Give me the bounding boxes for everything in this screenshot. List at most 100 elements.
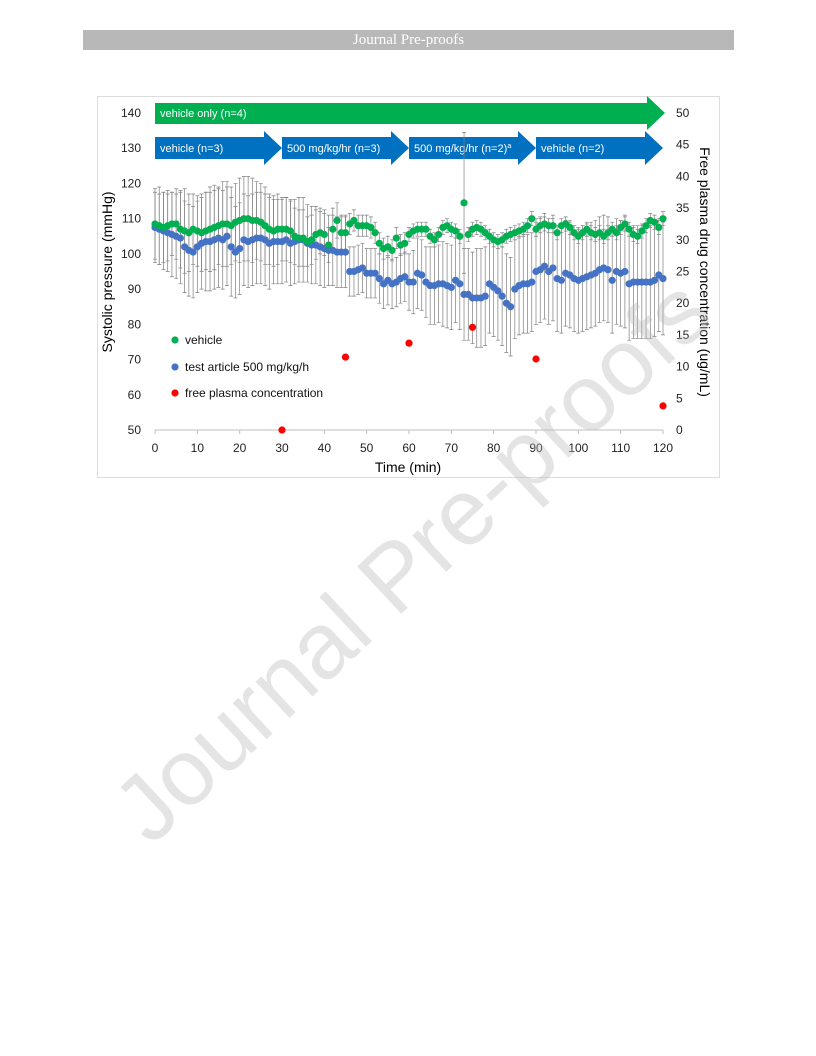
y-tick-label-left: 70 (128, 353, 142, 367)
y-tick-label-left: 140 (121, 106, 141, 120)
free-plasma-concentration-point (532, 355, 540, 363)
vehicle-point (430, 236, 438, 244)
figure-frame: 0 10 20 30 40 50 60 70 80 90 100 110 120 50 60 70 80 90 10… (97, 96, 720, 478)
test-article-500-mg-kg-h-point (528, 278, 536, 286)
vehicle-point (642, 222, 650, 230)
vehicle-point (655, 223, 663, 232)
phase-arrow-bottom (409, 131, 536, 165)
test-article-500-mg-kg-h-point (494, 287, 502, 295)
test-article-500-mg-kg-h-point (447, 283, 455, 291)
y-tick-label-left: 100 (121, 247, 141, 261)
test-article-500-mg-kg-h-point (358, 264, 367, 272)
phase-arrow-label-text: 500 mg/kg/hr (n=2) (414, 143, 507, 155)
x-tick-label: 80 (487, 441, 501, 455)
test-article-500-mg-kg-h-point (549, 264, 557, 272)
free-plasma-concentration-point (468, 323, 477, 331)
y-tick-label-right: 0 (676, 423, 683, 437)
phase-arrow-label: vehicle (n=2) (541, 143, 604, 155)
phase-arrow-label-text: 500 mg/kg/hr (n=3) (287, 143, 380, 155)
vehicle-point (341, 229, 350, 237)
vehicle-point (333, 216, 341, 225)
free-plasma-concentration-point (405, 339, 413, 347)
y-tick-label-left: 120 (121, 176, 141, 190)
vehicle-point (456, 232, 464, 240)
phase-arrow-bottom (536, 131, 663, 165)
free-plasma-concentration-point (659, 402, 667, 410)
vehicle-point (523, 222, 532, 230)
x-tick-label: 30 (275, 441, 289, 455)
test-article-500-mg-kg-h-point (176, 234, 184, 242)
test-article-500-mg-kg-h-point (375, 274, 383, 283)
vehicle-point (451, 227, 460, 235)
vehicle-point (329, 225, 337, 233)
vehicle-point (388, 246, 396, 254)
test-article-500-mg-kg-h-point (418, 271, 426, 279)
vehicle-point (320, 230, 328, 239)
vehicle-point (549, 222, 557, 230)
y-axis-title-right: Free plasma drug concentration (ug/mL) (697, 147, 713, 397)
vehicle-point (528, 215, 536, 223)
vehicle-point (612, 229, 621, 237)
y-tick-label-right: 35 (676, 201, 690, 215)
vehicle-point (308, 236, 316, 244)
legend: vehicle test article 500 mg/kg/h free pl… (171, 333, 323, 400)
test-article-500-mg-kg-h-point (227, 243, 235, 251)
vehicle-point (172, 220, 180, 228)
test-article-500-mg-kg-h-point (401, 273, 409, 281)
y-tick-label-right: 20 (676, 296, 690, 310)
phase-arrow-bottom (282, 131, 409, 165)
test-article-500-mg-kg-h-point (341, 248, 350, 256)
phase-arrow-label-text: vehicle (n=3) (160, 143, 223, 155)
y-tick-label-left: 110 (122, 212, 141, 226)
x-tick-label: 60 (402, 441, 416, 455)
axes: 0 10 20 30 40 50 60 70 80 90 100 110 120506070809010… (121, 106, 690, 455)
free-plasma-concentration-point (278, 426, 286, 434)
y-tick-label-right: 50 (676, 106, 690, 120)
data-points (151, 199, 667, 434)
x-tick-label: 20 (233, 441, 247, 455)
vehicle-point (350, 216, 358, 225)
test-article-500-mg-kg-h-point (650, 276, 659, 284)
y-tick-label-right: 5 (676, 391, 683, 405)
x-tick-label: 70 (445, 441, 459, 455)
y-tick-label-right: 45 (676, 138, 690, 152)
test-article-500-mg-kg-h-point (608, 276, 616, 284)
vehicle-point (367, 223, 375, 232)
test-article-500-mg-kg-h-point (604, 266, 612, 274)
x-tick-label: 40 (318, 441, 332, 455)
vehicle-point (375, 239, 383, 247)
vehicle-point (634, 232, 642, 240)
x-tick-label: 110 (611, 441, 630, 455)
y-tick-label-right: 25 (676, 265, 690, 279)
phase-arrow-top (155, 96, 665, 130)
vehicle-point (650, 218, 659, 226)
legend-marker-test-article (171, 363, 179, 371)
test-article-500-mg-kg-h-point (621, 267, 629, 276)
x-tick-label: 120 (653, 441, 673, 455)
phase-arrow-label: vehicle only (n=4) (160, 108, 247, 120)
test-article-500-mg-kg-h-point (189, 248, 197, 256)
x-axis-title: Time (min) (375, 459, 441, 475)
legend-item-vehicle: vehicle (171, 333, 223, 347)
vehicle-point (625, 225, 633, 233)
legend-label-test-article: test article 500 mg/kg/h (185, 360, 309, 374)
test-article-500-mg-kg-h-point (481, 292, 489, 300)
legend-item-test-article: test article 500 mg/kg/h (171, 360, 309, 374)
test-article-500-mg-kg-h-point (507, 303, 515, 311)
vehicle-point (371, 229, 379, 237)
vehicle-point (621, 220, 629, 228)
y-axis-title-left: Systolic pressure (mmHg) (99, 191, 115, 352)
vehicle-point (464, 230, 472, 239)
vehicle-point (638, 227, 646, 235)
vehicle-point (659, 215, 667, 223)
y-tick-label-right: 15 (676, 328, 690, 342)
phase-arrow-bottom (155, 131, 282, 165)
journal-header-title: Journal Pre-proofs (352, 32, 465, 48)
vehicle-point (324, 241, 333, 249)
legend-marker-vehicle (171, 336, 179, 344)
journal-header-bar: Journal Pre-proofs (83, 30, 734, 50)
legend-label-free-plasma-concentration: free plasma concentration (185, 386, 323, 400)
test-article-500-mg-kg-h-point (557, 276, 565, 284)
test-article-500-mg-kg-h-point (498, 292, 506, 300)
